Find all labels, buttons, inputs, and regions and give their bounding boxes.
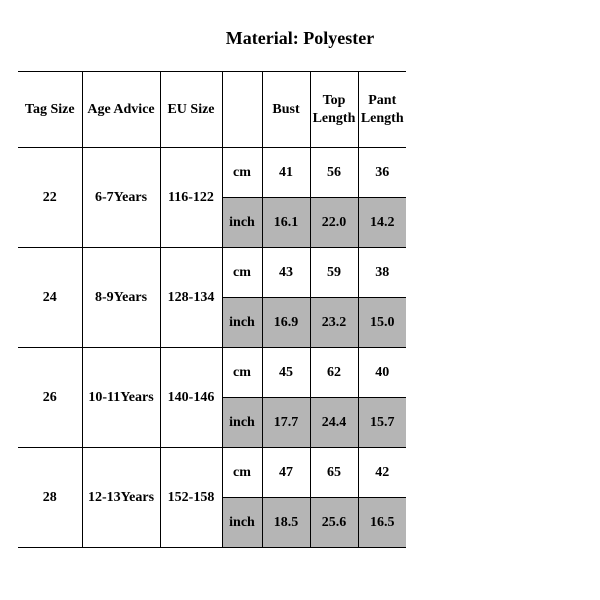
cell-bust-inch: 16.1 [262,198,310,248]
cell-pant-length-cm: 42 [358,448,406,498]
cell-eu-size: 116-122 [160,148,222,248]
cell-bust-cm: 45 [262,348,310,398]
cell-unit-cm: cm [222,148,262,198]
col-bust: Bust [262,72,310,148]
cell-bust-cm: 47 [262,448,310,498]
cell-unit-inch: inch [222,498,262,548]
cell-pant-length-cm: 40 [358,348,406,398]
table-row: 226-7Years116-122cm415636 [18,148,406,198]
table-row: 2812-13Years152-158cm476542 [18,448,406,498]
cell-unit-cm: cm [222,248,262,298]
page-title: Material: Polyester [0,0,600,71]
cell-tag-size: 22 [18,148,82,248]
col-pant-length: Pant Length [358,72,406,148]
col-top-length: Top Length [310,72,358,148]
cell-tag-size: 26 [18,348,82,448]
size-table: Tag Size Age Advice EU Size Bust Top Len… [18,71,406,548]
cell-unit-cm: cm [222,348,262,398]
cell-bust-inch: 16.9 [262,298,310,348]
cell-top-length-inch: 24.4 [310,398,358,448]
cell-pant-length-cm: 36 [358,148,406,198]
table-row: 2610-11Years140-146cm456240 [18,348,406,398]
cell-pant-length-cm: 38 [358,248,406,298]
table-header-row: Tag Size Age Advice EU Size Bust Top Len… [18,72,406,148]
cell-age-advice: 12-13Years [82,448,160,548]
cell-bust-inch: 18.5 [262,498,310,548]
cell-top-length-cm: 62 [310,348,358,398]
cell-top-length-cm: 65 [310,448,358,498]
cell-eu-size: 128-134 [160,248,222,348]
cell-tag-size: 24 [18,248,82,348]
cell-top-length-inch: 23.2 [310,298,358,348]
cell-tag-size: 28 [18,448,82,548]
cell-pant-length-inch: 14.2 [358,198,406,248]
col-eu-size: EU Size [160,72,222,148]
cell-unit-inch: inch [222,298,262,348]
cell-top-length-cm: 59 [310,248,358,298]
cell-pant-length-inch: 15.7 [358,398,406,448]
cell-unit-cm: cm [222,448,262,498]
cell-pant-length-inch: 15.0 [358,298,406,348]
table-row: 248-9Years128-134cm435938 [18,248,406,298]
cell-eu-size: 140-146 [160,348,222,448]
cell-age-advice: 6-7Years [82,148,160,248]
cell-unit-inch: inch [222,398,262,448]
cell-top-length-cm: 56 [310,148,358,198]
cell-age-advice: 8-9Years [82,248,160,348]
cell-bust-cm: 41 [262,148,310,198]
cell-unit-inch: inch [222,198,262,248]
col-age-advice: Age Advice [82,72,160,148]
cell-pant-length-inch: 16.5 [358,498,406,548]
col-tag-size: Tag Size [18,72,82,148]
cell-bust-inch: 17.7 [262,398,310,448]
cell-eu-size: 152-158 [160,448,222,548]
cell-top-length-inch: 22.0 [310,198,358,248]
col-unit [222,72,262,148]
cell-top-length-inch: 25.6 [310,498,358,548]
cell-age-advice: 10-11Years [82,348,160,448]
cell-bust-cm: 43 [262,248,310,298]
